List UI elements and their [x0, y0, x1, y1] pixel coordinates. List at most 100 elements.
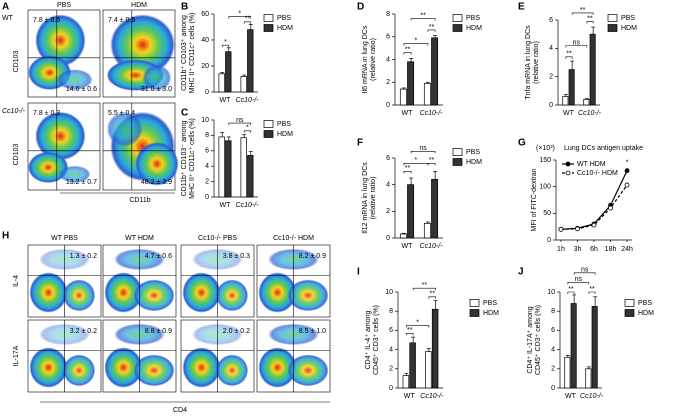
significance-bracket [406, 332, 414, 336]
legend-swatch [263, 120, 274, 128]
significance-bracket [403, 52, 412, 55]
point [591, 222, 597, 228]
bar [431, 37, 439, 106]
y-tick-label: 0 [205, 194, 209, 201]
y-axis-label: CD103 [13, 144, 20, 166]
significance-label: ** [405, 47, 411, 54]
legend-swatch [452, 148, 463, 156]
legend-label: PBS [621, 15, 635, 22]
bar [407, 184, 415, 239]
bar [568, 69, 575, 106]
significance-label: * [246, 125, 249, 132]
significance-label: ** [587, 15, 593, 22]
density-blob [58, 165, 91, 184]
point [624, 168, 630, 174]
significance-bracket [565, 45, 588, 48]
density-blob [35, 14, 86, 67]
significance-bracket [586, 21, 594, 24]
x-tick-label: 6h [590, 246, 598, 253]
point [608, 205, 613, 211]
panel-letter: H [2, 231, 9, 242]
legend-swatch [263, 24, 274, 32]
density-blob [133, 279, 175, 312]
significance-label: ** [566, 51, 572, 58]
significance-label: * [238, 10, 241, 17]
significance-bracket [588, 291, 596, 294]
quadrant-label: 8.8 ± 0.9 [145, 328, 172, 335]
y-tick-label: 0 [205, 89, 209, 96]
bar [218, 73, 225, 93]
y-tick-label: 2 [386, 79, 390, 86]
point [575, 226, 580, 232]
significance-label: ns [236, 117, 244, 124]
significance-bracket [243, 130, 252, 133]
significance-label: ** [430, 291, 436, 298]
panel-letter: D [357, 2, 364, 13]
y-tick-label: 50 [543, 210, 551, 217]
legend-marker [565, 161, 571, 167]
quadrant-label: 4.7 ± 0.6 [145, 253, 172, 260]
significance-label: ** [422, 282, 428, 289]
panel-letter: G [518, 138, 526, 149]
point [624, 182, 630, 188]
significance-label: ** [580, 7, 586, 14]
x-tick-label: Cc10-/- [580, 393, 604, 400]
density-blob [63, 354, 96, 387]
y-axis-label: (relative ratio) [370, 177, 377, 220]
y-tick-label: 4 [205, 163, 209, 170]
significance-label: * [224, 39, 227, 46]
y-axis-label: CD11b⁺ CD103⁻ among [181, 121, 188, 197]
legend-swatch [607, 24, 618, 32]
density-blob [63, 279, 96, 312]
y-tick-label: 6 [551, 327, 555, 334]
significance-bracket [403, 43, 429, 46]
column-label: WT PBS [51, 235, 78, 242]
x-tick-label: WT [220, 202, 232, 209]
column-label: Cc10-/- PBS [198, 235, 237, 242]
bar [399, 233, 407, 239]
x-tick-label: Cc10-/- [420, 393, 444, 400]
legend-label: HDM [466, 25, 482, 32]
density-blob [110, 14, 175, 76]
bar [423, 83, 431, 106]
quadrant-label: 1.3 ± 0.2 [70, 253, 97, 260]
y-tick-label: 6 [205, 148, 209, 155]
legend-swatch [624, 309, 635, 317]
legend-label: HDM [466, 159, 482, 166]
legend-label: PBS [466, 15, 480, 22]
legend-swatch [452, 158, 463, 166]
panel-letter: B [181, 2, 188, 13]
legend-marker [565, 170, 571, 176]
density-blob [133, 354, 175, 387]
y-tick-label: 0 [389, 385, 393, 392]
series-line [560, 184, 628, 230]
density-blob [287, 354, 329, 387]
y-tick-label: 6 [549, 17, 553, 24]
bar [564, 356, 571, 389]
significance-label: * [415, 157, 418, 164]
y-axis-label: CD4⁺ IL-4⁺ among [365, 311, 372, 370]
y-axis-label: MFI of FITC-dextran [531, 168, 538, 231]
bar [240, 137, 247, 198]
x-tick-label: 3h [574, 246, 582, 253]
significance-label: * [415, 37, 418, 44]
quadrant-label: 2.0 ± 0.2 [223, 328, 250, 335]
significance-bracket [565, 56, 573, 59]
significance-bracket [571, 12, 594, 15]
legend-label: PBS [483, 300, 497, 307]
density-blob [216, 354, 249, 387]
quadrant-label: 8.2 ± 0.9 [299, 253, 326, 260]
significance-bracket [410, 151, 436, 154]
x-tick-label: Cc10-/- [236, 97, 260, 104]
legend-swatch [452, 24, 463, 32]
y-tick-label: 2 [386, 208, 390, 215]
y-tick-label: 4 [386, 182, 390, 189]
significance-label: * [626, 160, 629, 167]
legend-label: HDM [638, 310, 654, 317]
column-label: Cc10-/- HDM [273, 235, 314, 242]
significance-label: * [416, 319, 419, 326]
y-tick-label: 6 [386, 34, 390, 41]
significance-bracket [228, 122, 252, 126]
x-tick-label: WT [402, 110, 414, 117]
y-tick-label: 0 [386, 235, 390, 242]
